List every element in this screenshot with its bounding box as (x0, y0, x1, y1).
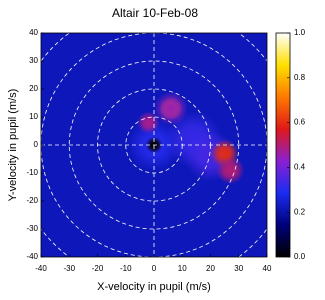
colorbar-tick-label: 0.6 (294, 118, 306, 127)
x-tick-label: -20 (92, 264, 104, 273)
heat-spot (216, 156, 245, 185)
y-tick-label: 40 (29, 28, 38, 37)
colorbar-tick-label: 0.8 (294, 73, 306, 82)
y-tick-label: -20 (26, 196, 38, 205)
x-tick-label: -30 (63, 264, 75, 273)
y-tick-label: -10 (26, 168, 38, 177)
x-tick-label: 20 (206, 264, 215, 273)
colorbar-tick-label: 0.2 (294, 207, 306, 216)
x-tick-label: 30 (234, 264, 243, 273)
y-tick-label: -30 (26, 224, 38, 233)
colorbar-tick-label: 0.4 (294, 163, 306, 172)
x-tick-label: -10 (120, 264, 132, 273)
chart-title: Altair 10-Feb-08 (112, 6, 198, 20)
colorbar (275, 32, 291, 258)
x-tick-label: 0 (152, 264, 157, 273)
x-tick-label: -40 (35, 264, 47, 273)
x-axis-label: X-velocity in pupil (m/s) (97, 281, 211, 293)
heat-spot (154, 91, 188, 126)
plot-area (41, 33, 267, 257)
y-tick-label: 0 (34, 140, 39, 149)
y-tick-label: 20 (29, 84, 38, 93)
x-tick-label: 40 (263, 264, 272, 273)
y-tick-label: 30 (29, 56, 38, 65)
x-tick-label: 10 (178, 264, 187, 273)
colorbar-tick-label: 0.0 (294, 252, 306, 261)
colorbar-tick-label: 1.0 (294, 28, 306, 37)
y-axis-label: Y-velocity in pupil (m/s) (7, 89, 19, 202)
y-tick-label: -40 (26, 252, 38, 261)
heat-spot (137, 111, 160, 134)
y-tick-label: 10 (29, 112, 38, 121)
